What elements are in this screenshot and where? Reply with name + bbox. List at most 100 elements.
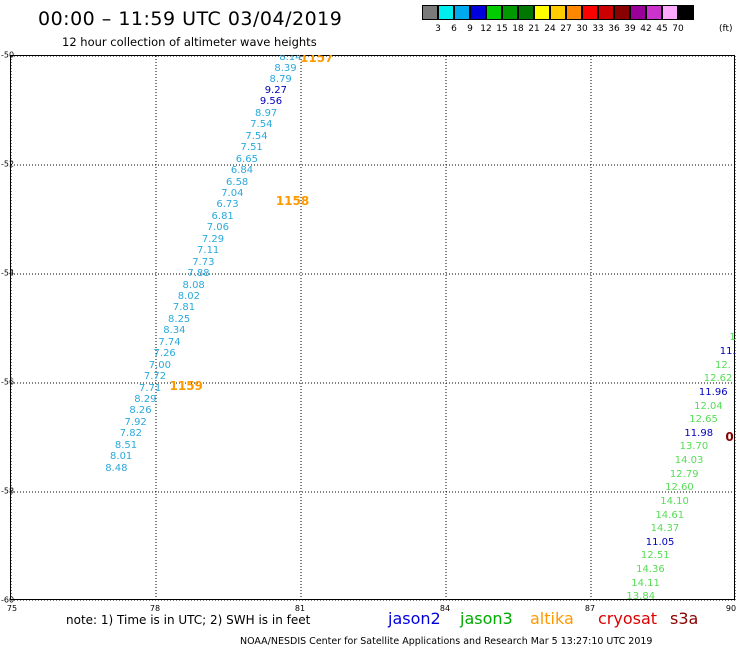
legend-label: 12 (480, 24, 492, 34)
wave-height-value: 11. (719, 346, 735, 358)
legend-swatch (566, 5, 582, 20)
latitude-label: -54 (1, 268, 15, 278)
wave-height-value: 7.81 (172, 302, 196, 314)
wave-height-value: 7.74 (158, 336, 181, 348)
observation-layer: 8.14 8.39 8.79 9.27 9.56 8.97 7.54 7.54 7.51 6.65… (10, 55, 735, 600)
wave-height-value: 14.10 (660, 495, 689, 507)
legend-swatch (582, 5, 598, 20)
latitude-label: -58 (1, 486, 15, 496)
legend-swatch (646, 5, 662, 20)
wave-height-value: 8.48 (105, 462, 128, 474)
wave-height-value: 7.29 (201, 233, 225, 245)
legend-swatch (630, 5, 646, 20)
latitude-label: -52 (1, 159, 15, 169)
legend-swatch (502, 5, 518, 20)
legend-label: 27 (560, 24, 572, 34)
wave-height-value: 7.54 (250, 119, 273, 131)
legend-swatch (518, 5, 534, 20)
wave-height-value: 7.71 (139, 382, 162, 394)
legend-swatch (454, 5, 470, 20)
legend-swatch (422, 5, 438, 20)
legend-label: 30 (576, 24, 588, 34)
wave-height-value: 8.29 (134, 393, 157, 405)
legend-label: 39 (624, 24, 636, 34)
longitude-label: 87 (584, 604, 596, 613)
wave-height-value: 12.51 (640, 550, 670, 562)
legend-label: 42 (640, 24, 652, 34)
wave-height-value: 8.79 (269, 73, 292, 85)
longitude-label: 84 (439, 604, 451, 613)
wave-height-value: 1 (729, 332, 735, 344)
wave-height-value: 8.97 (255, 107, 278, 119)
wave-height-value: 11.96 (698, 386, 728, 398)
satellite-label: cryosat (598, 609, 658, 628)
wave-height-value: 8.08 (182, 279, 205, 291)
wave-height-value: 8.51 (114, 439, 138, 451)
page-subtitle: 12 hour collection of altimeter wave hei… (62, 35, 317, 49)
wave-height-value: 8.01 (110, 451, 133, 463)
wave-height-value: 7.54 (245, 130, 268, 142)
wave-height-value: 7.73 (192, 256, 215, 268)
wave-height-value: 14.03 (674, 455, 704, 467)
wave-height-value: 8.39 (274, 62, 297, 74)
wave-height-value: 7.04 (221, 187, 244, 199)
map-grid (11, 56, 736, 601)
wave-height-value: 7.51 (240, 142, 263, 154)
satellite-label: s3a (670, 609, 699, 628)
wave-height-value: 12. (714, 359, 731, 371)
wave-height-value: 6.58 (226, 176, 249, 188)
longitude-label: 75 (6, 604, 18, 613)
wave-height-value: 7.72 (143, 371, 167, 383)
wave-height-value: 6.84 (230, 165, 254, 177)
latitude-label: -60 (1, 595, 15, 605)
wave-height-value: 14.11 (631, 577, 660, 589)
legend-units: (ft) (719, 24, 733, 34)
legend-label: 70 (672, 24, 684, 34)
pass-time-label: 1157 (300, 55, 334, 65)
satellite-label: jason3 (460, 609, 513, 628)
latitude-label: -56 (1, 377, 15, 387)
legend-swatch (438, 5, 454, 20)
legend-label: 6 (451, 24, 457, 34)
legend-label: 18 (512, 24, 524, 34)
satellite-label: altika (530, 609, 574, 628)
wave-height-value: 6.65 (235, 153, 258, 165)
wave-height-value: 12.62 (703, 373, 733, 385)
wave-height-value: 11.05 (645, 536, 675, 548)
wave-height-value: 14.37 (650, 523, 680, 535)
pass-time-label: 03 (725, 429, 735, 444)
legend-label: 3 (435, 24, 441, 34)
wave-height-value: 8.26 (129, 405, 152, 417)
legend-label: 21 (528, 24, 540, 34)
legend-swatch (550, 5, 566, 20)
wave-height-value: 9.56 (259, 96, 283, 108)
wave-height-value: 7.92 (124, 416, 147, 428)
wave-height-value: 7.26 (153, 348, 176, 360)
legend-label: 9 (467, 24, 473, 34)
wave-height-value: 13.84 (626, 591, 656, 600)
legend-swatch (470, 5, 486, 20)
wave-height-value: 13.70 (679, 441, 709, 453)
wave-height-value: 6.81 (211, 210, 234, 222)
wave-height-value: 8.02 (177, 290, 200, 302)
wave-height-value: 11.98 (684, 427, 714, 439)
wave-height-value: 14.36 (636, 564, 665, 576)
wave-height-value: 12.60 (665, 482, 694, 494)
legend-swatch (678, 5, 694, 20)
longitude-label: 78 (149, 604, 161, 613)
wave-height-value: 8.25 (168, 313, 191, 325)
latitude-label: -50 (1, 50, 15, 60)
legend-label: 33 (592, 24, 604, 34)
legend-label: 36 (608, 24, 620, 34)
legend-label: 24 (544, 24, 556, 34)
wave-height-value: 8.14 (279, 55, 302, 63)
legend-label: 45 (656, 24, 668, 34)
page-title: 00:00 – 11:59 UTC 03/04/2019 (38, 8, 343, 30)
satellite-label: jason2 (388, 609, 441, 628)
wave-height-value: 7.82 (119, 428, 142, 440)
wave-height-value: 9.27 (264, 84, 287, 96)
longitude-label: 90 (725, 604, 737, 613)
footer-credit: NOAA/NESDIS Center for Satellite Applica… (240, 636, 653, 647)
wave-height-value: 14.61 (655, 509, 685, 521)
wave-height-value: 12.65 (689, 414, 718, 426)
